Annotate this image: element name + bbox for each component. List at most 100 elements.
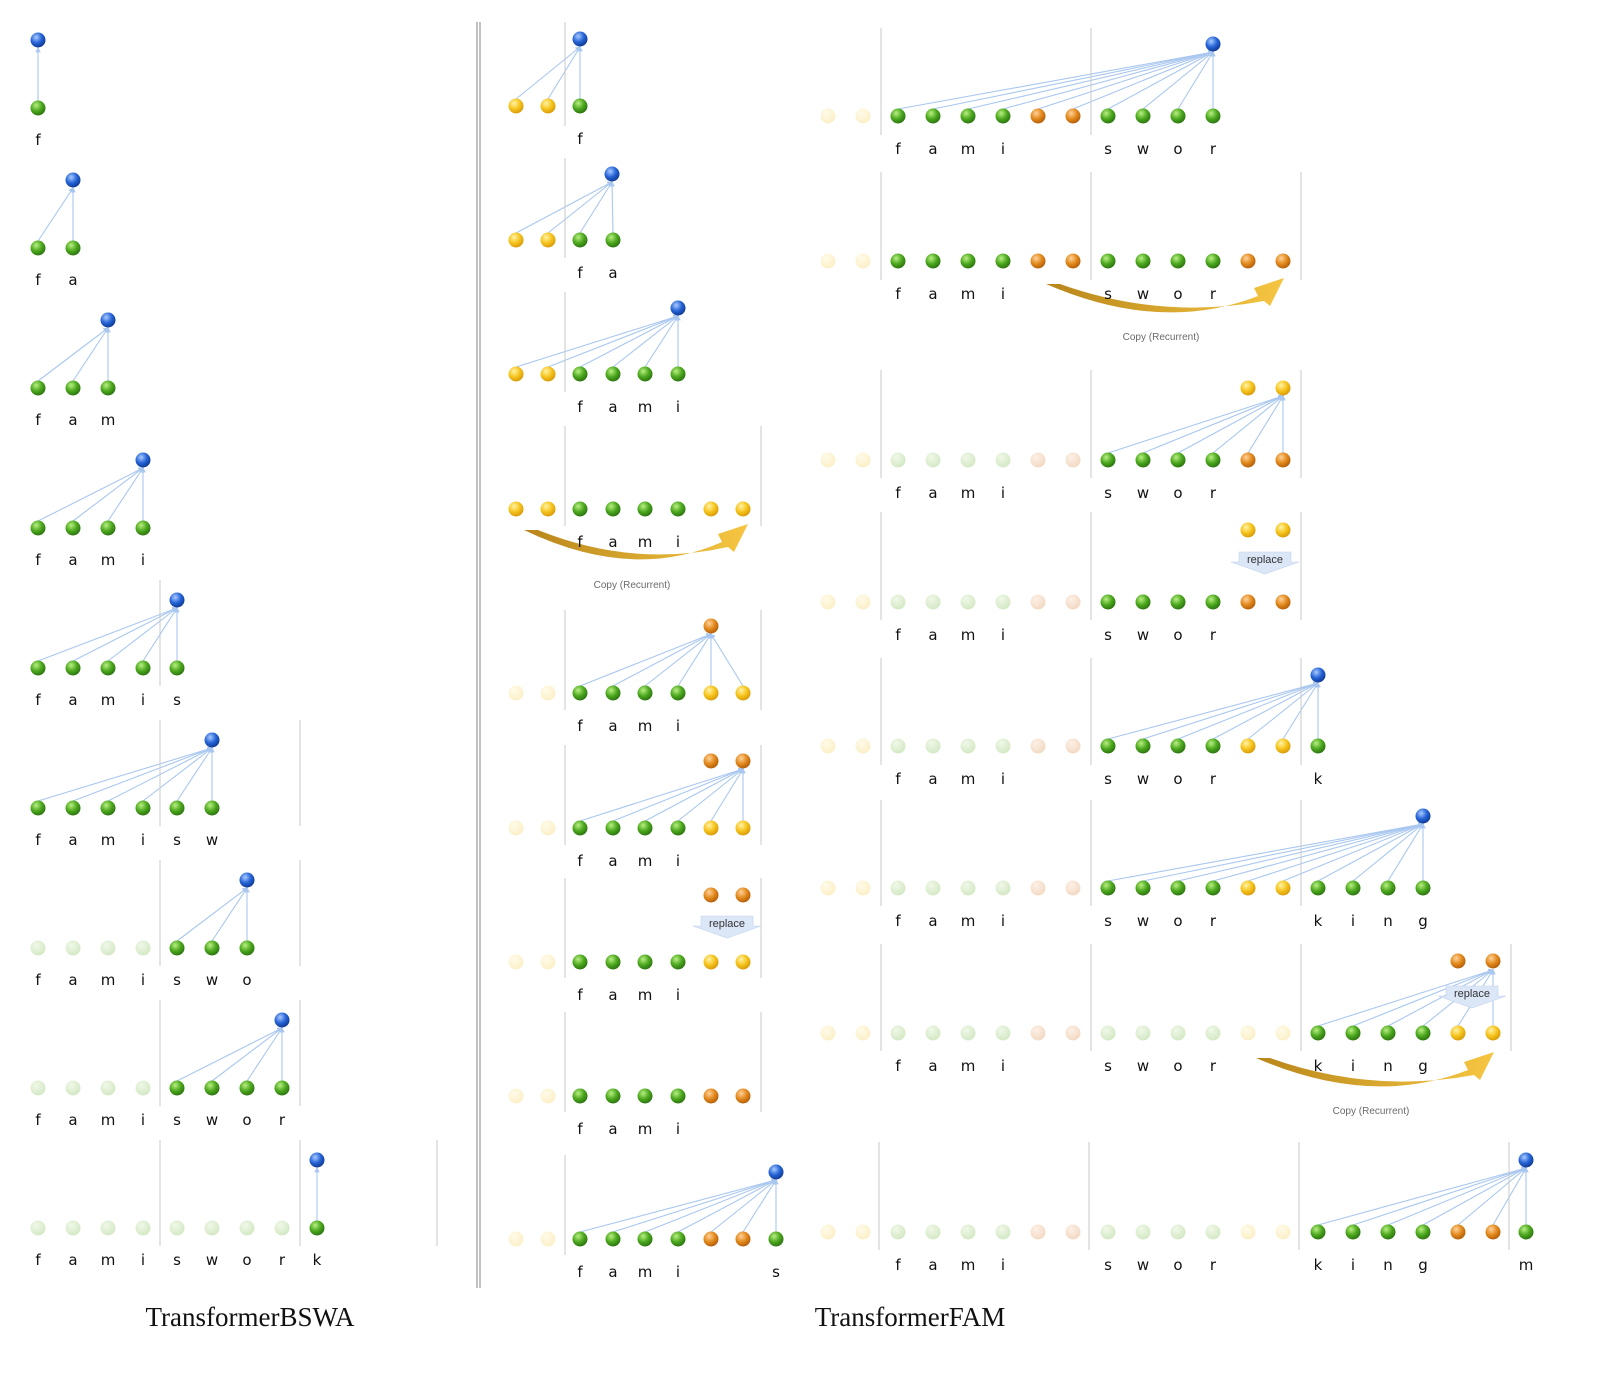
token-node <box>1170 253 1186 269</box>
token-label: m <box>101 971 116 989</box>
attention-edge <box>644 768 744 822</box>
memory-update-node <box>703 1231 719 1247</box>
attention-edge <box>547 315 680 368</box>
faded-memory-node <box>508 820 524 836</box>
token-label: k <box>1314 1256 1323 1274</box>
token-label: a <box>68 831 77 849</box>
token-node <box>309 1220 325 1236</box>
token-label: o <box>1173 770 1182 788</box>
attention-edge <box>37 187 74 242</box>
memory-update-node <box>1450 1224 1466 1240</box>
copy-arrow <box>1046 278 1284 313</box>
token-node <box>65 520 81 536</box>
memory-node <box>1275 880 1291 896</box>
token-label: r <box>1210 912 1217 930</box>
token-label: a <box>608 986 617 1004</box>
faded-token-node <box>135 940 151 956</box>
faded-memory-node <box>1030 880 1046 896</box>
token-label: m <box>638 717 653 735</box>
token-label: a <box>608 533 617 551</box>
token-node <box>890 108 906 124</box>
attention-edge <box>609 180 615 234</box>
attention-edge <box>1107 822 1425 882</box>
token-label: a <box>68 411 77 429</box>
memory-node <box>703 820 719 836</box>
token-node <box>1415 1025 1431 1041</box>
faded-token-node <box>1170 1224 1186 1240</box>
token-label: f <box>35 551 41 569</box>
token-label: f <box>35 1251 41 1269</box>
memory-node <box>540 366 556 382</box>
token-label: m <box>961 484 976 502</box>
token-label: f <box>895 140 901 158</box>
token-node <box>605 820 621 836</box>
faded-memory-node <box>820 452 836 468</box>
token-node <box>169 800 185 816</box>
faded-token-node <box>1135 1224 1151 1240</box>
token-node <box>30 520 46 536</box>
faded-token-node <box>925 738 941 754</box>
attention-edge <box>612 633 712 687</box>
faded-memory-node <box>540 1088 556 1104</box>
faded-token-node <box>995 738 1011 754</box>
attention-edge <box>1352 823 1424 882</box>
copy-label: Copy (Recurrent) <box>1123 332 1200 343</box>
token-label: m <box>101 691 116 709</box>
token-node <box>1135 108 1151 124</box>
token-node <box>274 1080 290 1096</box>
token-label: f <box>577 130 583 148</box>
attention-edge <box>72 467 144 522</box>
memory-update-node <box>1275 452 1291 468</box>
token-node <box>1135 594 1151 610</box>
faded-token-node <box>1100 1224 1116 1240</box>
attention-edge <box>37 746 214 802</box>
token-label: a <box>68 691 77 709</box>
query-node <box>239 872 255 888</box>
token-node <box>605 501 621 517</box>
memory-update-node <box>735 1231 751 1247</box>
faded-token-node <box>135 1080 151 1096</box>
token-label: s <box>173 1111 181 1129</box>
memory-node <box>1275 380 1291 396</box>
attention-edge <box>710 768 744 822</box>
token-label: i <box>1351 1256 1355 1274</box>
token-label: f <box>35 831 41 849</box>
token-node <box>1380 1224 1396 1240</box>
token-node <box>572 820 588 836</box>
token-node <box>1310 1224 1326 1240</box>
attention-edge <box>644 315 679 368</box>
token-label: a <box>608 264 617 282</box>
token-node <box>1170 452 1186 468</box>
token-label: i <box>1001 770 1005 788</box>
token-node <box>670 685 686 701</box>
token-node <box>169 1080 185 1096</box>
faded-memory-node <box>508 954 524 970</box>
attention-edges <box>35 45 1529 1233</box>
token-node <box>30 660 46 676</box>
token-node <box>169 660 185 676</box>
memory-node <box>1240 738 1256 754</box>
token-node <box>1100 594 1116 610</box>
token-label: f <box>895 285 901 303</box>
token-label: r <box>279 1251 286 1269</box>
token-label: o <box>1173 626 1182 644</box>
token-label: f <box>895 626 901 644</box>
attention-edge <box>932 50 1215 110</box>
attention-edge <box>1352 969 1495 1027</box>
faded-token-node <box>169 1220 185 1236</box>
attention-edge <box>644 633 712 687</box>
attention-edge <box>677 1179 777 1233</box>
token-node <box>637 501 653 517</box>
token-label: w <box>1137 140 1149 158</box>
token-node <box>65 380 81 396</box>
token-node <box>960 253 976 269</box>
token-label: s <box>1104 285 1112 303</box>
token-node <box>135 660 151 676</box>
token-node <box>65 660 81 676</box>
replace-label: replace <box>709 918 745 930</box>
token-label: o <box>1173 285 1182 303</box>
faded-memory-node <box>1065 594 1081 610</box>
token-label: m <box>638 1120 653 1138</box>
faded-memory-node <box>820 1224 836 1240</box>
replace-label: replace <box>1454 988 1490 1000</box>
